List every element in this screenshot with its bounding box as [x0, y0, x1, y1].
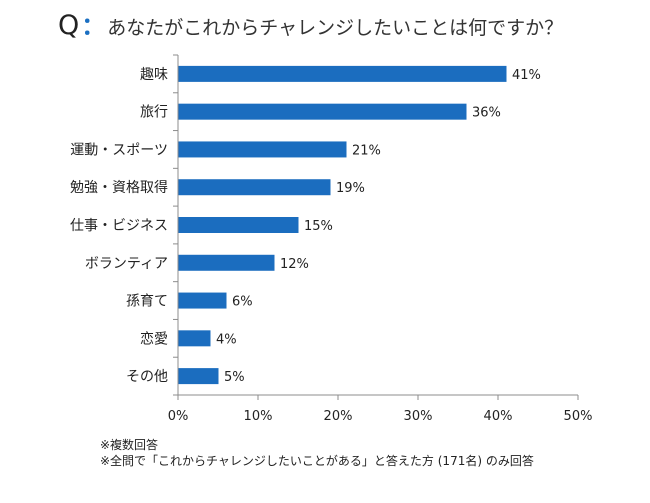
chart-title: Q： あなたがこれからチャレンジしたいことは何ですか？	[58, 6, 563, 41]
category-label: ボランティア	[85, 256, 168, 272]
x-tick-label: 50%	[564, 409, 593, 424]
category-label: 旅行	[140, 105, 168, 121]
bar	[178, 65, 507, 82]
data-label: 36%	[472, 106, 501, 121]
x-tick-label: 10%	[244, 409, 273, 424]
bar	[178, 368, 219, 385]
footnote-respondents: ※全問で「これからチャレンジしたいことがある」と答えた方 (171名) のみ回答	[100, 454, 534, 468]
bar	[178, 217, 299, 233]
category-label: 趣味	[140, 67, 168, 83]
bar	[178, 330, 211, 347]
footnotes: ※複数回答 ※全問で「これからチャレンジしたいことがある」と答えた方 (171名…	[100, 437, 534, 469]
bar	[178, 179, 331, 196]
x-tick-label: 40%	[484, 409, 513, 424]
data-label: 4%	[216, 332, 237, 347]
data-label: 15%	[304, 219, 333, 234]
x-tick-label: 0%	[168, 409, 189, 424]
category-label: 運動・スポーツ	[70, 142, 168, 158]
bar	[178, 141, 347, 158]
x-tick-label: 20%	[324, 409, 353, 424]
data-label: 41%	[512, 68, 541, 83]
footnote-multiple-answers: ※複数回答	[100, 438, 159, 452]
category-label: 勉強・資格取得	[70, 179, 168, 196]
category-label: 仕事・ビジネス	[70, 218, 168, 234]
data-label: 12%	[280, 257, 309, 272]
title-q-mark: Q	[58, 10, 80, 41]
title-colon: ：	[81, 12, 106, 40]
bar	[178, 292, 227, 309]
category-label: 恋愛	[140, 330, 168, 347]
bar	[178, 103, 467, 120]
title-question: あなたがこれからチャレンジしたいことは何ですか？	[107, 17, 564, 39]
data-label: 19%	[336, 181, 365, 196]
category-label: 孫育て	[126, 294, 168, 310]
bar	[178, 254, 275, 271]
data-label: 5%	[224, 370, 245, 385]
x-tick-label: 30%	[404, 409, 433, 424]
data-label: 6%	[232, 295, 253, 310]
category-label: その他	[126, 369, 168, 385]
data-label: 21%	[352, 143, 381, 158]
